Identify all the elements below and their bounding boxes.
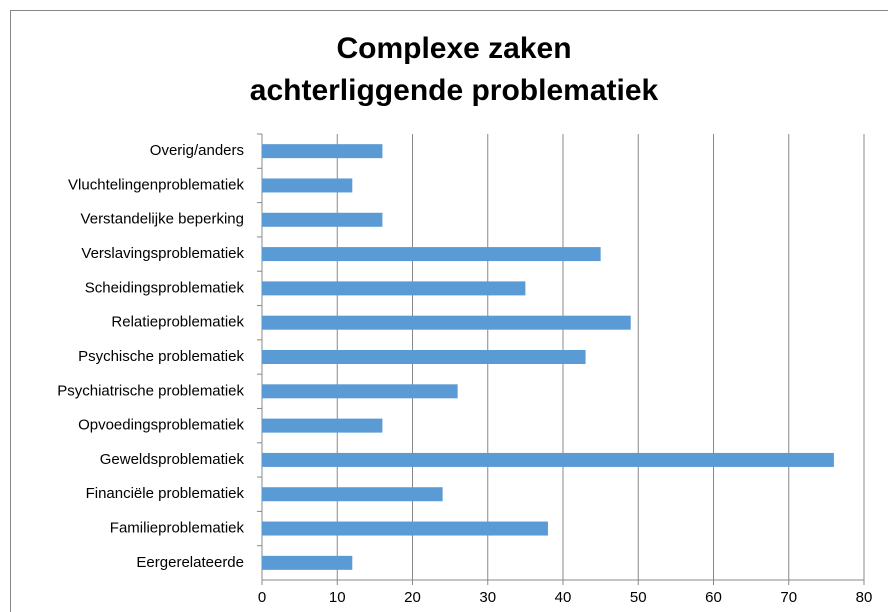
y-tick-label: Scheidingsproblematiek xyxy=(85,279,245,296)
y-tick-label: Verstandelijke beperking xyxy=(81,211,244,228)
x-tick-label: 10 xyxy=(329,589,346,606)
x-tick-label: 0 xyxy=(258,589,266,606)
bar xyxy=(262,144,383,159)
chart-frame xyxy=(10,10,888,612)
x-tick-label: 30 xyxy=(479,589,496,606)
y-tick-label: Eergerelateerde xyxy=(136,554,244,571)
y-tick-label: Familieproblematiek xyxy=(110,520,245,537)
y-tick-label: Financiële problematiek xyxy=(86,485,245,502)
bar xyxy=(262,452,834,467)
y-tick-label: Psychiatrische problematiek xyxy=(57,382,244,399)
bar xyxy=(262,315,631,330)
bar xyxy=(262,555,353,570)
bar xyxy=(262,350,586,364)
x-tick-label: 20 xyxy=(404,589,421,606)
bar xyxy=(262,384,458,399)
chart-title: Complexe zaken xyxy=(336,32,571,65)
x-tick-label: 60 xyxy=(705,589,722,606)
y-tick-label: Verslavingsproblematiek xyxy=(81,245,244,262)
bar xyxy=(262,212,383,227)
bar xyxy=(262,487,443,502)
bar xyxy=(262,418,383,433)
bar xyxy=(262,521,548,536)
x-tick-label: 40 xyxy=(555,589,572,606)
y-tick-label: Relatieproblematiek xyxy=(111,314,244,331)
y-tick-label: Psychische problematiek xyxy=(78,348,244,365)
chart-title: achterliggende problematiek xyxy=(250,74,659,107)
bar xyxy=(262,247,601,262)
bar xyxy=(262,178,353,193)
y-tick-label: Geweldsproblematiek xyxy=(100,451,245,468)
x-tick-label: 70 xyxy=(780,589,797,606)
y-tick-label: Vluchtelingenproblematiek xyxy=(68,176,244,193)
bar xyxy=(262,281,526,296)
x-tick-label: 80 xyxy=(856,589,873,606)
y-tick-label: Overig/anders xyxy=(150,142,244,159)
y-tick-label: Opvoedingsproblematiek xyxy=(78,417,244,434)
x-tick-label: 50 xyxy=(630,589,647,606)
